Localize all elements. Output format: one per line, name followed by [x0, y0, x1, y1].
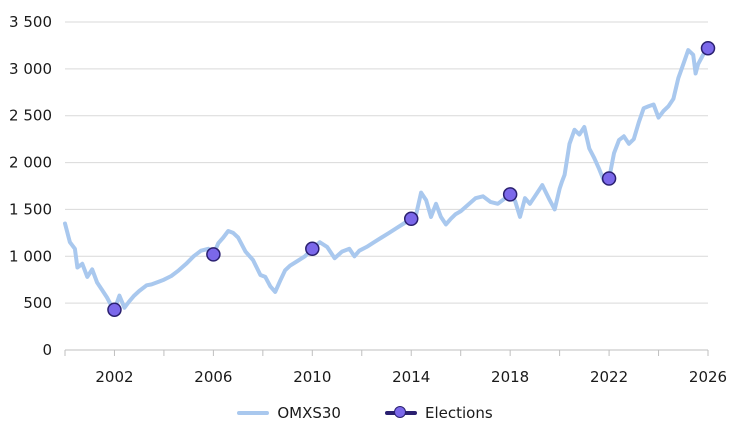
x-tick-label: 2022 — [590, 368, 628, 386]
legend-item-omxs30: OMXS30 — [237, 404, 341, 422]
election-point — [502, 187, 518, 202]
legend-label-elections: Elections — [424, 404, 493, 422]
x-axis: 2002 2006 2010 2014 2018 2022 2026 — [64, 349, 727, 386]
y-axis: 0 500 1 000 1 500 2 000 2 500 3 000 3 500 — [9, 13, 52, 359]
legend-swatch-omxs30 — [237, 406, 270, 420]
legend-item-elections: Elections — [384, 404, 493, 422]
y-tick-label: 2 000 — [9, 154, 52, 172]
election-point — [107, 302, 122, 317]
legend: OMXS30 Elections — [0, 400, 730, 426]
y-tick-label: 1 000 — [9, 247, 52, 265]
elections-series — [107, 40, 716, 317]
x-tick-label: 2006 — [194, 368, 232, 386]
election-point — [206, 247, 221, 262]
y-tick-label: 0 — [42, 341, 52, 359]
x-tick-label: 2026 — [689, 368, 727, 386]
legend-line-omxs30 — [237, 411, 270, 415]
y-tick-label: 1 500 — [9, 200, 52, 218]
y-tick-label: 500 — [23, 294, 52, 312]
x-tick-label: 2014 — [392, 368, 430, 386]
legend-marker-elections — [393, 406, 406, 418]
x-tick-label: 2010 — [293, 368, 331, 386]
x-tick-label: 2018 — [491, 368, 529, 386]
y-tick-label: 3 000 — [9, 60, 52, 78]
x-tick-label: 2002 — [95, 368, 133, 386]
y-tick-label: 2 500 — [9, 107, 52, 125]
election-point — [403, 211, 419, 227]
legend-swatch-elections — [384, 406, 417, 420]
election-point — [601, 171, 617, 186]
grid-lines — [65, 21, 708, 304]
y-tick-label: 3 500 — [9, 13, 52, 31]
election-point — [700, 40, 716, 56]
legend-label-omxs30: OMXS30 — [277, 404, 341, 422]
election-point — [305, 241, 320, 257]
